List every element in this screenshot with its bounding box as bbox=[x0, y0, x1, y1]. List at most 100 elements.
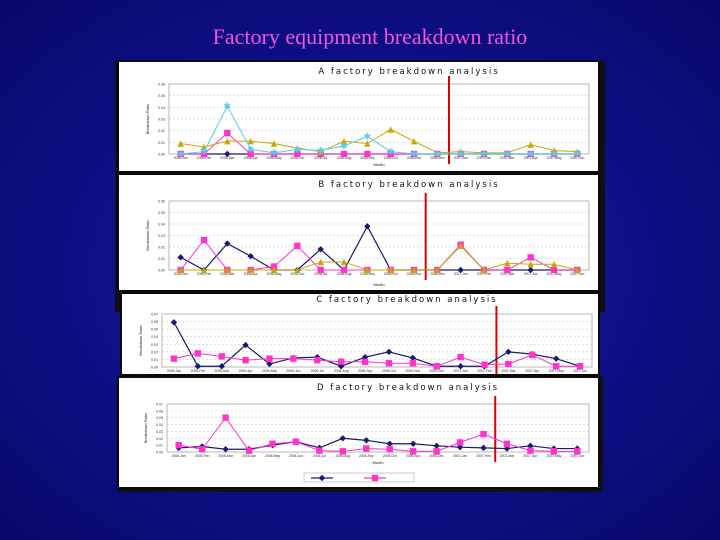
chart-a-x-tick-label: 2006-Nov bbox=[407, 156, 422, 160]
chart-panel-b: 0.00 0.01 0.02 0.03 0.04 0.05 0.06 2006-Jan 2006… bbox=[117, 173, 600, 292]
slide-title: Factory equipment breakdown ratio bbox=[212, 24, 528, 49]
chart-d-series-2-point-14 bbox=[480, 430, 487, 438]
chart-a-y-tick-label: 0.04 bbox=[158, 106, 165, 110]
chart-a-series-3-point-4 bbox=[247, 137, 254, 145]
chart-d-series-1-point-16 bbox=[527, 442, 534, 450]
chart-a-series-3-point-8 bbox=[340, 137, 348, 145]
chart-panel-d: 0.00 0.01 0.02 0.03 0.04 0.05 0.06 0.07 2006-Jan… bbox=[117, 376, 600, 489]
chart-b-x-tick-label: 2006-Dec bbox=[430, 272, 445, 276]
chart-a-y-tick-label: 0.03 bbox=[158, 118, 165, 122]
chart-a-series-4-point-10: ✱ bbox=[387, 148, 395, 158]
chart-d-series-1-point-3 bbox=[222, 446, 229, 453]
chart-c-series-2-point-1 bbox=[170, 355, 178, 362]
chart-a-svg: 0.00 0.01 0.02 0.03 0.04 0.05 0.06 2006-Jan 2006… bbox=[145, 67, 590, 167]
chart-c-series-2-point-11 bbox=[409, 360, 417, 367]
chart-b-y-tick-label: 0.06 bbox=[158, 200, 165, 204]
chart-a-series-2-point-3 bbox=[224, 129, 231, 137]
chart-a-series-4-point-18: ✱ bbox=[574, 150, 582, 160]
chart-d-series-2-point-6 bbox=[292, 438, 300, 445]
chart-c-y-tick-label: 0.06 bbox=[151, 320, 158, 324]
chart-d-series-1-point-10 bbox=[386, 440, 393, 447]
chart-panel-a: 0.00 0.01 0.02 0.03 0.04 0.05 0.06 2006-Jan 2006… bbox=[117, 60, 600, 173]
chart-a-series-3-point-1 bbox=[177, 140, 184, 147]
chart-b-series-1-point-9 bbox=[364, 223, 371, 230]
chart-b-series-2-point-2 bbox=[200, 236, 208, 244]
chart-a-series-4-point-4: ✱ bbox=[247, 145, 255, 155]
chart-b-x-tick-label: 2006-May bbox=[266, 272, 281, 276]
chart-a-series-2-point-10 bbox=[387, 150, 394, 158]
chart-b-series-1-point-7 bbox=[317, 246, 324, 253]
chart-b-x-tick-label: 2006-Jul bbox=[314, 272, 327, 276]
chart-d-x-tick-label: 2006-Oct bbox=[383, 454, 397, 458]
chart-b-y-axis-label: Breakdown Ratio bbox=[145, 219, 150, 250]
chart-d-series-2-point-1 bbox=[175, 441, 182, 449]
chart-c-x-tick-label: 2006-Mar bbox=[214, 369, 229, 373]
chart-a-x-axis-label: Month bbox=[373, 162, 384, 167]
chart-d-series-2-point-17 bbox=[550, 448, 558, 455]
chart-c-series-2-point-9 bbox=[361, 358, 369, 365]
chart-c-series-2-point-18 bbox=[576, 363, 584, 370]
chart-a-x-tick-label: 2007-Apr bbox=[524, 156, 539, 160]
chart-c-x-tick-label: 2006-Jul bbox=[311, 369, 324, 373]
chart-a-x-tick-label: 2006-Mar bbox=[220, 156, 235, 160]
chart-a-x-tick-label: 2007-May bbox=[546, 156, 561, 160]
chart-b-x-tick-label: 2006-Feb bbox=[197, 272, 212, 276]
chart-c-y-tick-label: 0.02 bbox=[151, 350, 158, 354]
chart-d-y-tick-label: 0.00 bbox=[156, 451, 163, 455]
chart-b-x-tick-label: 2007-Apr bbox=[524, 272, 539, 276]
chart-b-y-tick-label: 0.03 bbox=[158, 234, 165, 238]
chart-c-x-tick-label: 2006-Aug bbox=[334, 369, 349, 373]
chart-b-series-2-point-15 bbox=[504, 266, 511, 274]
chart-b-series-1-point-3 bbox=[224, 240, 231, 247]
chart-c-x-tick-label: 2006-Jun bbox=[286, 369, 300, 373]
chart-d-y-tick-label: 0.04 bbox=[156, 423, 163, 427]
chart-a-series-4-point-3: ✱ bbox=[224, 102, 232, 112]
chart-d-x-tick-label: 2006-Jul bbox=[313, 454, 326, 458]
chart-a-title: A factory breakdown analysis bbox=[318, 67, 499, 77]
chart-c-series-2-point-15 bbox=[505, 360, 512, 368]
chart-d-series-2-point-5 bbox=[269, 440, 276, 447]
chart-a-series-4-line bbox=[180, 105, 578, 155]
chart-b-series-2-point-16 bbox=[527, 254, 534, 261]
chart-b-series-2-point-7 bbox=[317, 266, 324, 274]
chart-b-series-2-point-17 bbox=[550, 266, 558, 274]
chart-b-x-tick-label: 2007-Jan bbox=[454, 272, 468, 276]
chart-a-x-tick-label: 2006-Jun bbox=[290, 156, 304, 160]
chart-c-x-tick-label: 2007-Mar bbox=[501, 369, 516, 373]
chart-c-x-tick-label: 2007-Jan bbox=[454, 369, 468, 373]
chart-c-x-tick-label: 2007-Jun bbox=[573, 369, 587, 373]
chart-d-y-tick-label: 0.05 bbox=[156, 416, 163, 420]
chart-b-x-tick-label: 2006-Jan bbox=[174, 272, 188, 276]
chart-a-x-tick-label: 2006-Jan bbox=[174, 156, 188, 160]
chart-d-series-2-point-15 bbox=[503, 440, 511, 447]
chart-b-series-3-line bbox=[180, 245, 578, 271]
chart-a-series-4-point-5: ✱ bbox=[270, 149, 278, 159]
chart-d-y-tick-label: 0.02 bbox=[156, 437, 163, 441]
chart-a-series-3-point-16 bbox=[527, 141, 534, 148]
chart-d-series-1-point-11 bbox=[409, 440, 417, 447]
chart-d-series-2-point-4 bbox=[245, 447, 253, 454]
chart-b-series-3-point-13 bbox=[457, 242, 464, 250]
chart-b-x-tick-label: 2007-Feb bbox=[477, 272, 492, 276]
chart-d-x-tick-label: 2006-Sep bbox=[359, 454, 374, 458]
chart-d-x-tick-label: 2007-Jun bbox=[570, 454, 584, 458]
chart-a-series-4-point-2: ✱ bbox=[200, 148, 208, 158]
chart-c-x-tick-label: 2006-Sep bbox=[358, 369, 373, 373]
chart-c-series-2-point-13 bbox=[457, 353, 464, 361]
chart-c-series-1-point-1 bbox=[170, 319, 178, 326]
chart-d-title: D factory breakdown analysis bbox=[317, 383, 499, 393]
chart-b-x-tick-label: 2006-Oct bbox=[384, 272, 398, 276]
chart-b-x-axis-label: Month bbox=[373, 282, 384, 287]
chart-d-series-2-point-13 bbox=[456, 439, 464, 446]
chart-b-series-3-point-8 bbox=[340, 258, 348, 266]
chart-c-y-axis-label: Breakdown Ratio bbox=[138, 324, 143, 355]
chart-d-x-tick-label: 2007-Mar bbox=[500, 454, 515, 458]
chart-d-x-tick-label: 2006-Mar bbox=[218, 454, 233, 458]
chart-a-x-tick-label: 2006-Jul bbox=[314, 156, 327, 160]
chart-a-series-2-point-4 bbox=[247, 150, 254, 158]
chart-b-series-3-point-11 bbox=[410, 266, 418, 274]
chart-c-x-tick-label: 2007-Apr bbox=[525, 369, 540, 373]
chart-a-series-1-point-3 bbox=[224, 150, 231, 158]
chart-b-x-tick-label: 2006-Mar bbox=[220, 272, 235, 276]
chart-b-y-tick-label: 0.01 bbox=[158, 257, 165, 261]
